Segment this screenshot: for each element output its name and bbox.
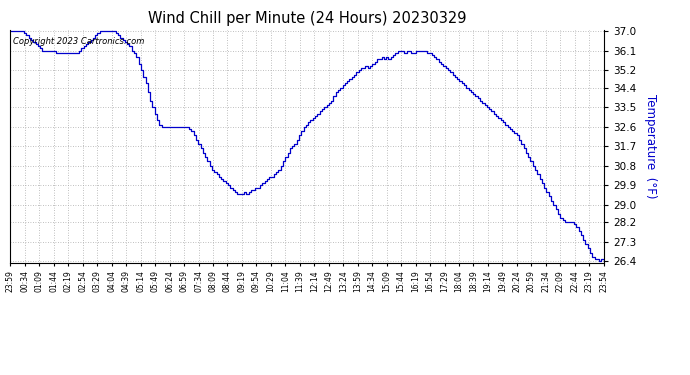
Y-axis label: Temperature  (°F): Temperature (°F) <box>644 94 658 198</box>
Title: Wind Chill per Minute (24 Hours) 20230329: Wind Chill per Minute (24 Hours) 2023032… <box>148 11 466 26</box>
Text: Copyright 2023 Cartronics.com: Copyright 2023 Cartronics.com <box>13 37 145 46</box>
